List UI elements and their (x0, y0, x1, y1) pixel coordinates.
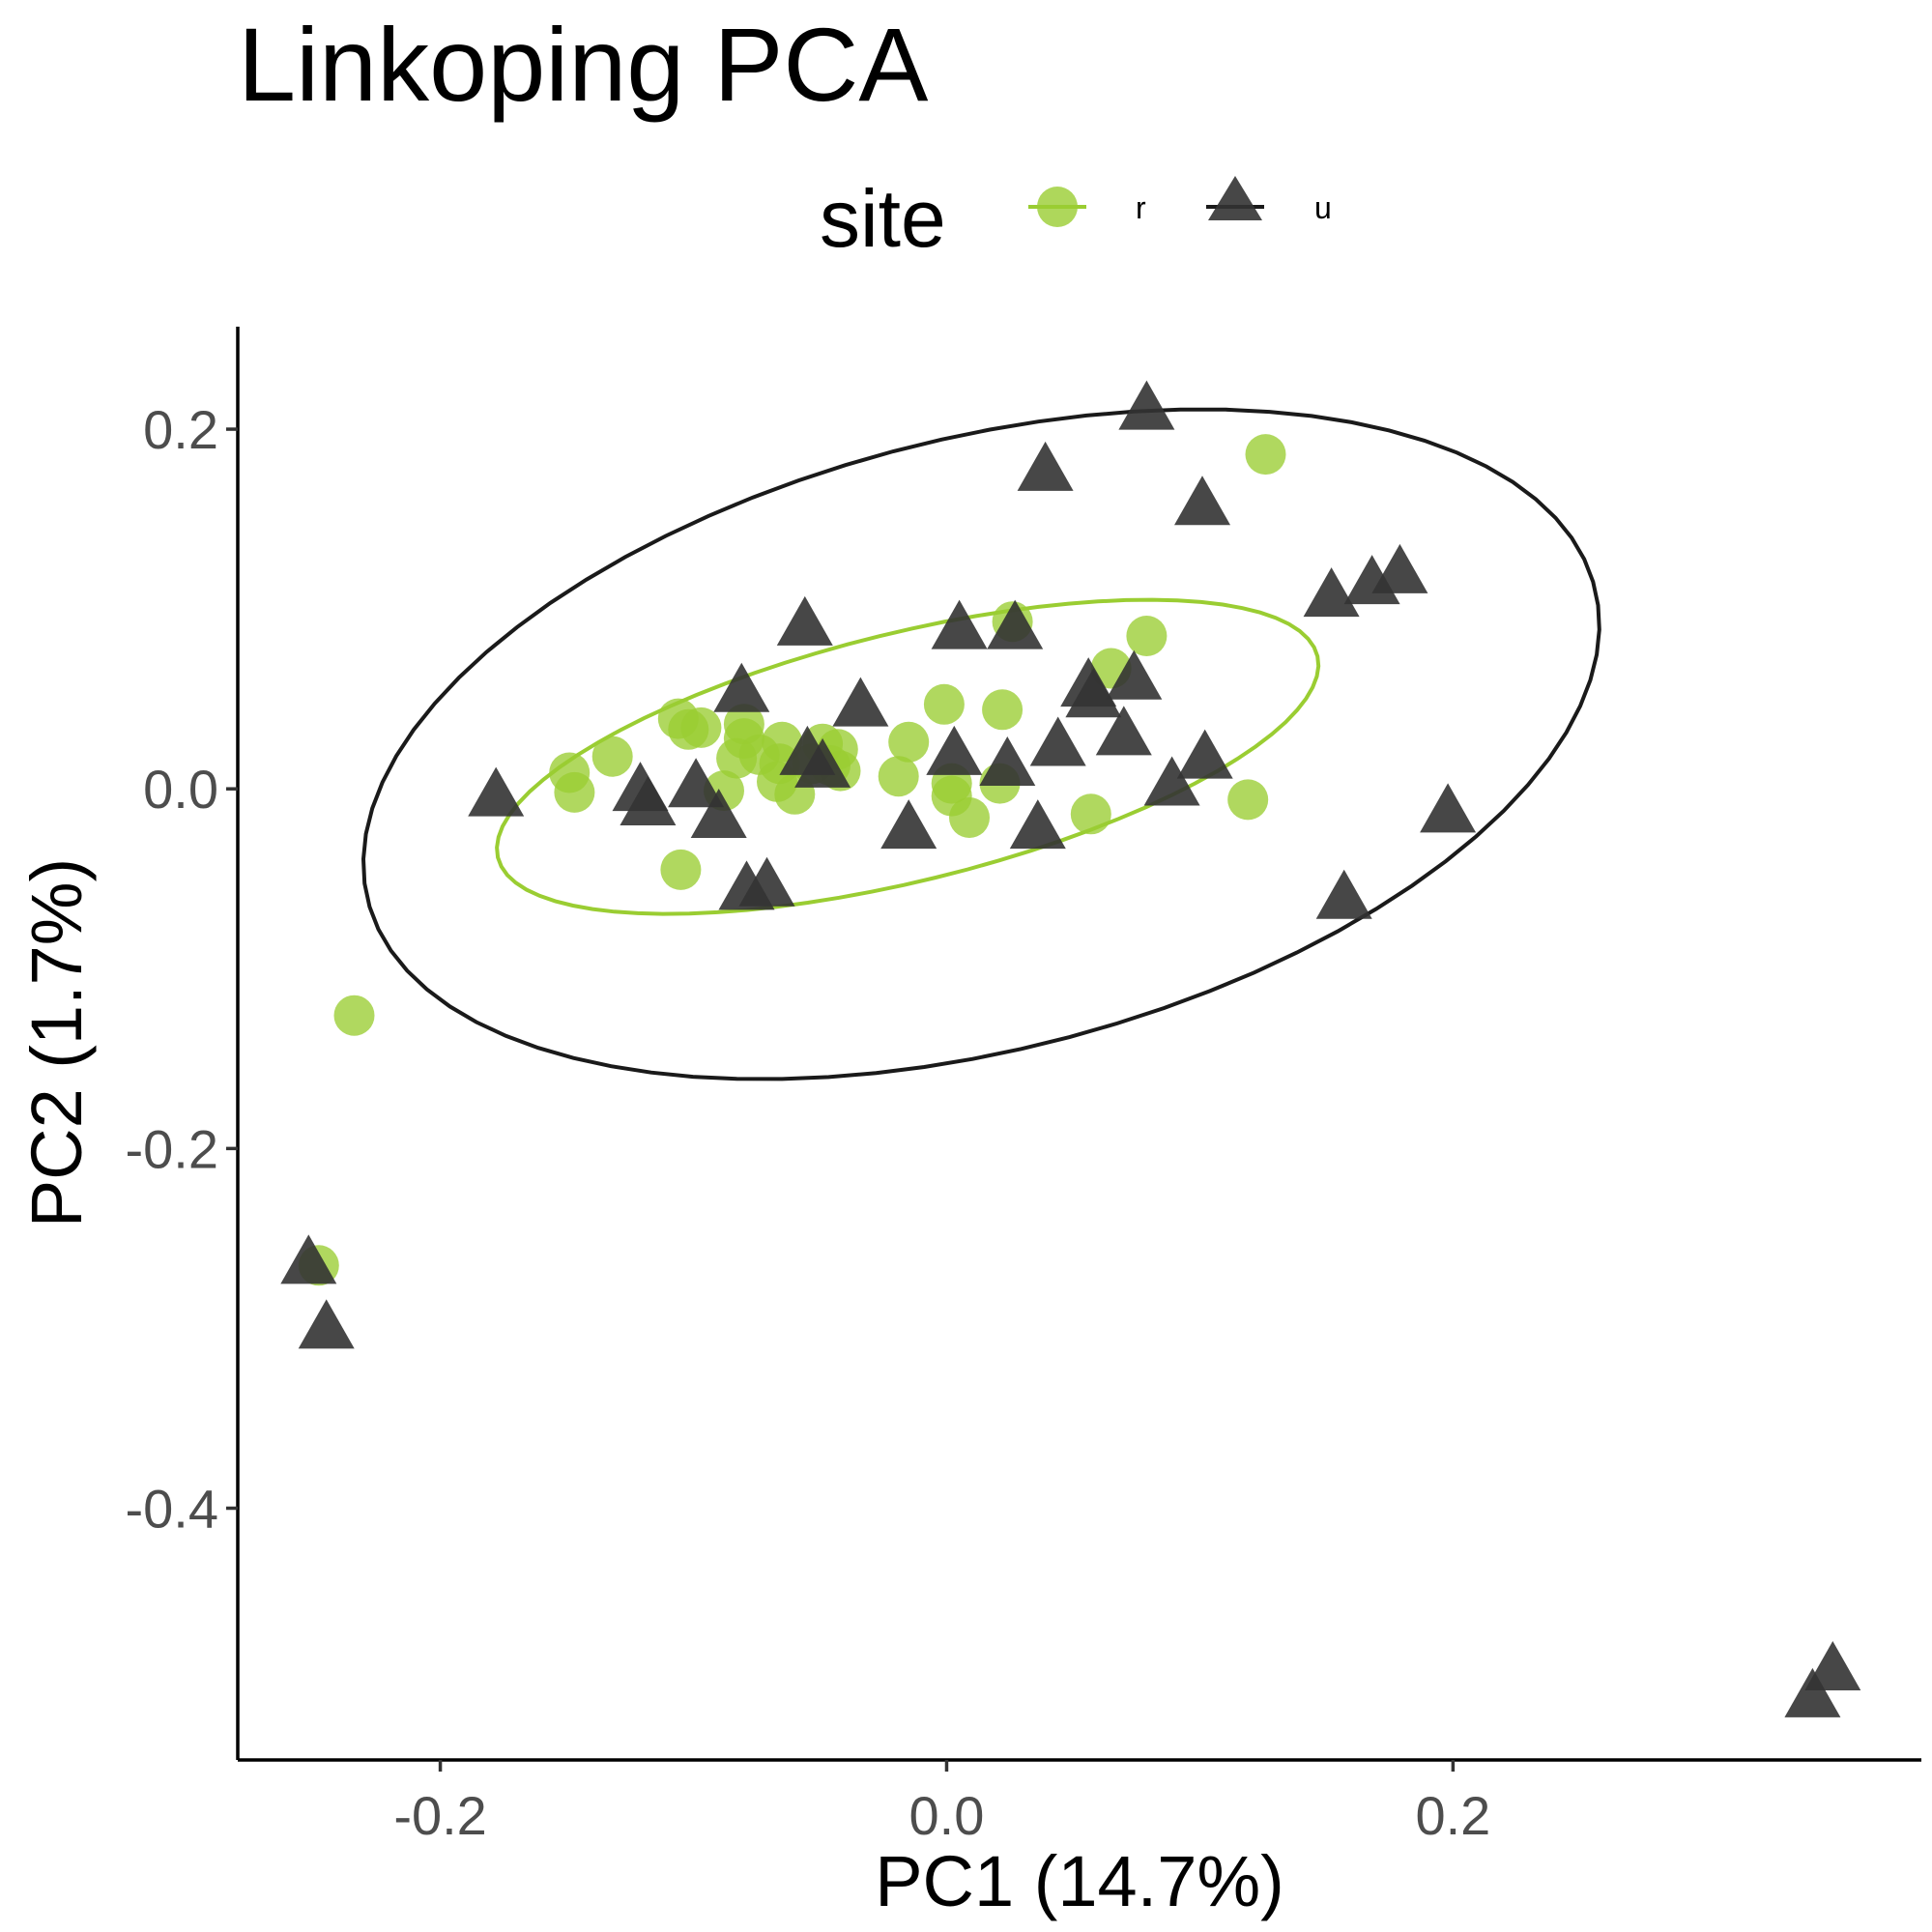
confidence-ellipse-u (360, 407, 1601, 1081)
point-r (333, 995, 375, 1036)
point-u (713, 662, 770, 712)
point-r (878, 756, 919, 797)
point-r (923, 683, 965, 725)
chart-title: Linkoping PCA (238, 6, 928, 123)
x-tick-label: 0.0 (909, 1785, 985, 1846)
point-u (979, 736, 1036, 786)
point-u (926, 725, 983, 775)
point-u (620, 776, 677, 825)
point-r (554, 771, 595, 813)
x-tick-label: 0.2 (1415, 1785, 1490, 1846)
x-tick-label: -0.2 (393, 1785, 487, 1846)
point-u (1420, 783, 1477, 833)
point-u (1017, 441, 1074, 491)
y-axis-ticks: 0.2 0.0 -0.2 -0.4 (126, 399, 238, 1539)
legend-triangle-marker (1208, 176, 1262, 220)
point-r (1227, 779, 1269, 821)
legend-circle-marker (1037, 187, 1078, 227)
point-r (888, 721, 930, 763)
point-u (468, 766, 525, 817)
point-r (1070, 793, 1111, 835)
point-u (1176, 729, 1233, 779)
legend-label-r: r (1136, 190, 1146, 225)
y-axis-title: PC2 (1.7%) (16, 858, 97, 1227)
point-u (668, 758, 725, 808)
point-u (298, 1299, 355, 1349)
point-r (1126, 616, 1168, 656)
point-u (1804, 1641, 1861, 1690)
point-u (1315, 869, 1372, 919)
legend-key-r (1028, 187, 1086, 227)
point-r (668, 708, 709, 750)
point-u (832, 677, 889, 727)
point-u (880, 799, 937, 850)
point-r (660, 849, 702, 890)
point-u (1784, 1667, 1841, 1717)
point-r (982, 689, 1024, 731)
point-u (776, 595, 833, 646)
legend-label-u: u (1314, 190, 1332, 225)
point-u (1065, 668, 1122, 718)
x-axis-ticks: -0.2 0.0 0.2 (393, 1760, 1490, 1846)
point-u (280, 1234, 337, 1284)
point-r (716, 737, 758, 779)
y-tick-label: 0.2 (143, 399, 218, 460)
point-u (1029, 716, 1086, 766)
plot-area (280, 380, 1861, 1717)
legend-key-u (1206, 176, 1264, 220)
point-u (1303, 567, 1360, 618)
y-tick-label: -0.4 (126, 1478, 219, 1539)
point-u (1343, 555, 1400, 605)
point-r (591, 735, 633, 777)
point-u (690, 789, 747, 838)
point-u (794, 737, 851, 788)
point-r (1245, 434, 1286, 476)
point-u (931, 599, 988, 649)
legend-title: site (820, 173, 946, 264)
point-r (949, 797, 990, 838)
point-u (987, 599, 1044, 649)
y-tick-label: 0.0 (143, 759, 218, 820)
y-tick-label: -0.2 (126, 1118, 219, 1179)
legend: site r u (820, 173, 1332, 264)
point-u (738, 856, 795, 907)
point-u (1174, 476, 1230, 526)
x-axis-title: PC1 (14.7%) (875, 1841, 1284, 1921)
point-u (1106, 649, 1163, 700)
point-u (1143, 756, 1200, 806)
point-u (1118, 380, 1175, 430)
point-u (1009, 799, 1066, 850)
point-u (1095, 706, 1152, 756)
